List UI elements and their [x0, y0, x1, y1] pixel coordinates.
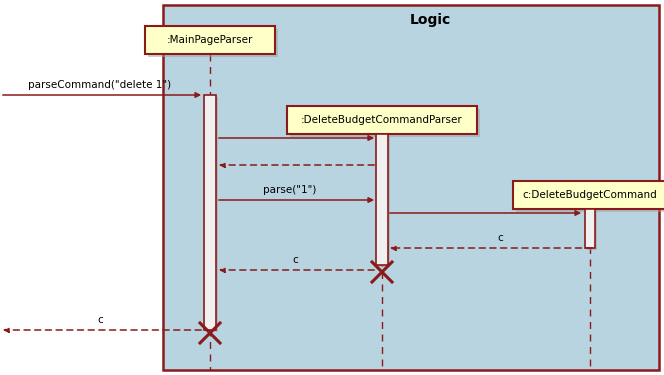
Text: parse("1"): parse("1") [264, 185, 317, 195]
Bar [145, 26, 275, 54]
Bar [376, 134, 388, 265]
Text: :DeleteBudgetCommandParser: :DeleteBudgetCommandParser [301, 115, 463, 125]
Bar [585, 209, 595, 248]
Text: c: c [497, 233, 503, 243]
Bar [204, 95, 216, 330]
Bar [378, 136, 390, 267]
Text: :MainPageParser: :MainPageParser [167, 35, 253, 45]
Text: c: c [97, 315, 103, 325]
Text: c: c [292, 255, 298, 265]
Bar [287, 106, 477, 134]
Bar [587, 211, 597, 250]
Text: parseCommand("delete 1"): parseCommand("delete 1") [29, 80, 171, 90]
Bar [163, 5, 659, 370]
Bar [206, 97, 218, 332]
Bar [290, 109, 480, 137]
Text: c:DeleteBudgetCommand: c:DeleteBudgetCommand [523, 190, 657, 200]
Bar [148, 29, 278, 57]
Bar [513, 181, 664, 209]
Bar [515, 184, 664, 212]
Text: Logic: Logic [410, 13, 451, 27]
